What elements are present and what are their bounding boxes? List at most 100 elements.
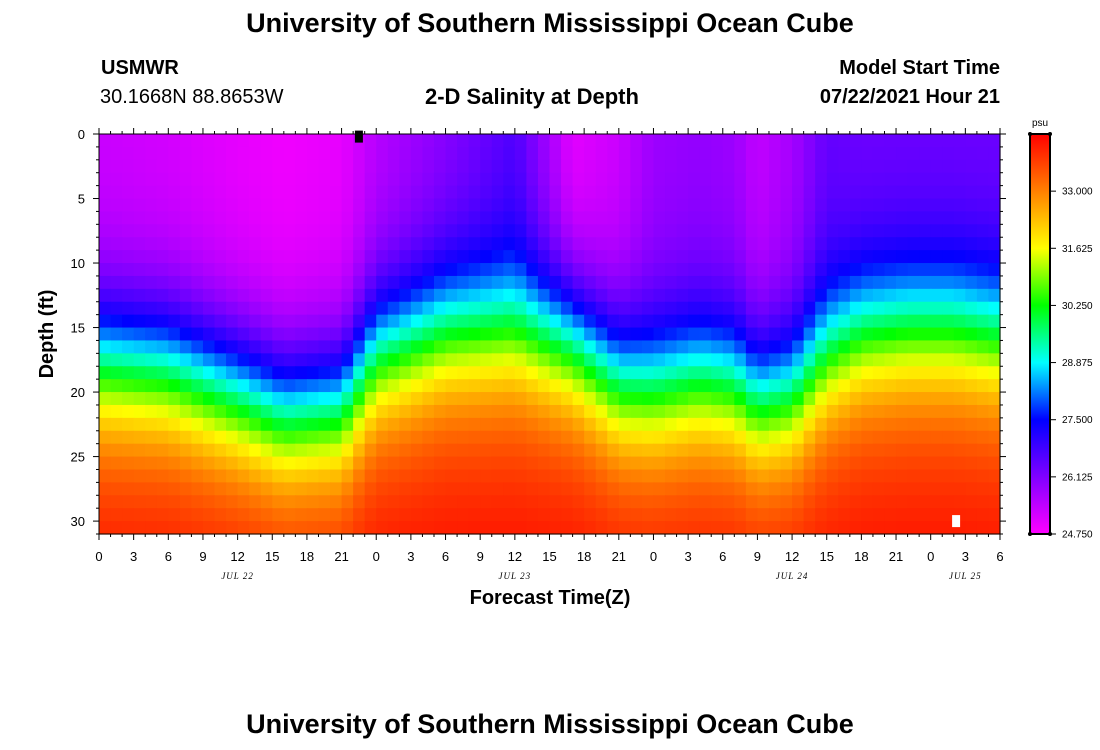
heatmap-cell — [757, 301, 770, 316]
heatmap-cell — [641, 301, 655, 316]
heatmap-cell — [849, 185, 862, 200]
heatmap-cell — [283, 237, 296, 251]
heatmap-cell — [295, 495, 308, 509]
heatmap-cell — [861, 521, 874, 535]
heatmap-cell — [341, 301, 354, 316]
heatmap-cell — [422, 159, 435, 174]
heatmap-cell — [572, 211, 585, 225]
heatmap-cell — [433, 482, 447, 496]
heatmap-cell — [699, 404, 712, 419]
heatmap-cell — [803, 263, 816, 277]
heatmap-cell — [260, 185, 273, 200]
heatmap-cell — [457, 301, 470, 316]
heatmap-cell — [930, 392, 943, 406]
heatmap-cell — [433, 392, 447, 406]
heatmap-cell — [630, 508, 643, 522]
heatmap-cell — [514, 224, 527, 238]
heatmap-cell — [179, 327, 193, 342]
heatmap-cell — [849, 430, 862, 445]
heatmap-cell — [410, 508, 424, 522]
heatmap-cell — [260, 327, 273, 342]
heatmap-cell — [872, 392, 886, 406]
heatmap-cell — [457, 404, 470, 419]
heatmap-cell — [584, 237, 597, 251]
heatmap-cell — [376, 340, 389, 354]
heatmap-cell — [168, 404, 181, 419]
heatmap-cell — [260, 379, 273, 393]
heatmap-cell — [630, 198, 643, 213]
heatmap-cell — [653, 469, 666, 483]
heatmap-cell — [584, 314, 597, 329]
heatmap-cell — [260, 172, 273, 187]
heatmap-cell — [896, 146, 909, 161]
heatmap-cell — [549, 172, 562, 187]
heatmap-cell — [665, 146, 678, 161]
heatmap-cell — [330, 224, 343, 238]
heatmap-cell — [549, 521, 562, 535]
heatmap-cell — [595, 417, 608, 432]
heatmap-cell — [872, 224, 886, 238]
heatmap-cell — [919, 340, 932, 354]
heatmap-cell — [249, 314, 262, 329]
heatmap-cell — [919, 211, 932, 225]
heatmap-cell — [688, 379, 701, 393]
heatmap-cell — [792, 172, 805, 187]
heatmap-cell — [353, 185, 366, 200]
heatmap-cell — [491, 392, 504, 406]
heatmap-cell — [237, 237, 250, 251]
heatmap-cell — [584, 211, 597, 225]
heatmap-cell — [526, 482, 539, 496]
heatmap-cell — [942, 353, 955, 367]
heatmap-cell — [953, 353, 966, 367]
heatmap-cell — [549, 250, 562, 264]
heatmap-cell — [191, 250, 204, 264]
heatmap-cell — [145, 172, 158, 187]
heatmap-cell — [849, 146, 862, 161]
heatmap-cell — [734, 198, 747, 213]
heatmap-cell — [318, 495, 331, 509]
heatmap-cell — [768, 417, 782, 432]
heatmap-cell — [399, 379, 412, 393]
heatmap-cell — [826, 521, 839, 535]
heatmap-cell — [179, 250, 193, 264]
heatmap-cell — [942, 185, 955, 200]
heatmap-cell — [942, 134, 955, 148]
heatmap-cell — [861, 340, 874, 354]
heatmap-cell — [306, 430, 320, 445]
heatmap-cell — [214, 340, 227, 354]
heatmap-cell — [156, 288, 169, 303]
heatmap-cell — [191, 146, 204, 161]
heatmap-cell — [653, 392, 666, 406]
heatmap-cell — [364, 250, 377, 264]
heatmap-cell — [272, 172, 285, 187]
heatmap-cell — [422, 366, 435, 380]
heatmap-cell — [260, 198, 273, 213]
heatmap-cell — [745, 366, 759, 380]
heatmap-cell — [537, 456, 551, 471]
heatmap-cell — [641, 495, 655, 509]
heatmap-cell — [803, 288, 816, 303]
heatmap-cell — [849, 508, 862, 522]
heatmap-cell — [884, 417, 897, 432]
heatmap-cell — [226, 314, 239, 329]
heatmap-cell — [272, 159, 285, 174]
heatmap-cell — [676, 392, 689, 406]
heatmap-cell — [468, 417, 481, 432]
heatmap-cell — [226, 482, 239, 496]
heatmap-cell — [711, 495, 724, 509]
heatmap-cell — [780, 237, 793, 251]
heatmap-cell — [976, 482, 990, 496]
heatmap-cell — [514, 495, 527, 509]
heatmap-cell — [919, 392, 932, 406]
heatmap-cell — [676, 250, 689, 264]
heatmap-cell — [468, 250, 481, 264]
heatmap-cell — [330, 159, 343, 174]
heatmap-cell — [376, 146, 389, 161]
heatmap-cell — [168, 379, 181, 393]
heatmap-cell — [410, 288, 424, 303]
heatmap-cell — [965, 404, 978, 419]
heatmap-cell — [630, 237, 643, 251]
heatmap-cell — [688, 301, 701, 316]
heatmap-cell — [237, 495, 250, 509]
heatmap-cell — [110, 314, 123, 329]
